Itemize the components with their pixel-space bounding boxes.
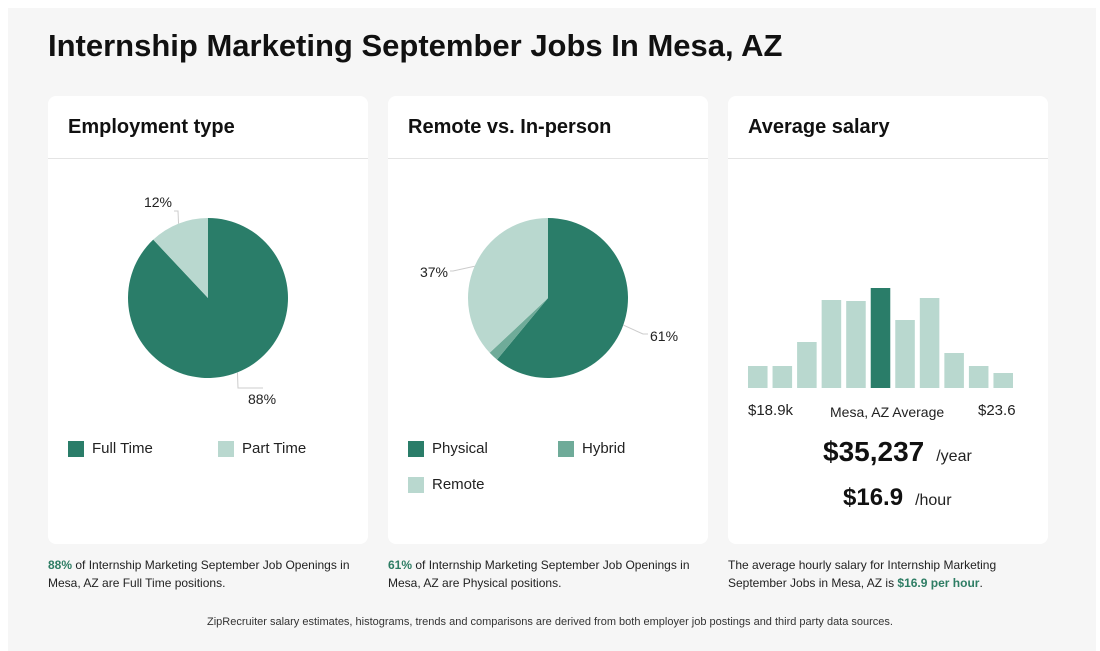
histogram-bar [846, 301, 866, 388]
employment-type-card: Employment type 88% 12% Full Time Part Ti… [48, 96, 368, 544]
salary-caption-end: . [979, 576, 983, 590]
hourly-salary-row: $16.9 /hour [843, 484, 952, 512]
legend-item-physical: Physical [408, 440, 488, 457]
employment-pie-chart: 88% 12% [128, 194, 288, 407]
histogram-max-label: $23.6 [978, 402, 1016, 419]
remote-caption: 61% of Internship Marketing September Jo… [388, 556, 708, 592]
pie-label-leader [174, 210, 180, 224]
histogram-bar [821, 300, 842, 388]
legend-swatch-remote [408, 476, 424, 493]
pie-data-label: 12% [144, 194, 172, 210]
histogram-bar [748, 366, 768, 388]
histogram-average-label: Mesa, AZ Average [830, 404, 945, 420]
salary-caption-text: The average hourly salary for Internship… [728, 558, 997, 590]
card-divider [728, 158, 1048, 159]
hourly-salary-unit: /hour [915, 492, 952, 509]
pie-data-label: 37% [420, 264, 448, 280]
card-divider [48, 158, 368, 159]
remote-caption-text: of Internship Marketing September Job Op… [388, 558, 690, 590]
histogram-bar [993, 373, 1013, 388]
pie-slice-physical [497, 218, 628, 378]
legend-label-remote: Remote [432, 476, 485, 493]
legend-swatch-full-time [68, 440, 84, 457]
legend-item-part-time: Part Time [218, 440, 306, 457]
legend-label-hybrid: Hybrid [582, 440, 626, 457]
legend-swatch-hybrid [558, 440, 574, 457]
histogram-bar [895, 320, 915, 388]
pie-label-leader [450, 265, 475, 272]
legend-label-full-time: Full Time [92, 440, 153, 457]
legend-item-hybrid: Hybrid [558, 440, 625, 457]
employment-caption: 88% of Internship Marketing September Jo… [48, 556, 368, 592]
histogram-bar [968, 366, 989, 388]
employment-type-title: Employment type [68, 116, 235, 138]
yearly-salary-row: $35,237 /year [823, 436, 972, 468]
histogram-bar [772, 366, 793, 388]
remote-caption-pct: 61% [388, 558, 413, 572]
pie-label-leader [623, 324, 648, 335]
yearly-salary-unit: /year [936, 448, 972, 465]
pie-label-leader [236, 372, 263, 389]
salary-title: Average salary [748, 116, 890, 138]
histogram-bar [919, 298, 940, 388]
page-title: Internship Marketing September Jobs In M… [48, 28, 783, 63]
histogram-min-label: $18.9k [748, 402, 794, 419]
salary-card: Average salary $18.9k Mesa, AZ Average $… [728, 96, 1048, 544]
employment-caption-pct: 88% [48, 558, 73, 572]
legend-item-full-time: Full Time [68, 440, 153, 457]
legend-swatch-physical [408, 440, 424, 457]
yearly-salary-value: $35,237 [823, 436, 925, 467]
pie-slice-hybrid [489, 298, 548, 360]
card-divider [388, 158, 708, 159]
employment-caption-text: of Internship Marketing September Job Op… [48, 558, 350, 590]
pie-data-label: 88% [248, 391, 276, 407]
histogram-bar [797, 342, 817, 388]
remote-pie-chart: 61% 37% [420, 218, 678, 378]
pie-slice-part-time [153, 218, 208, 298]
salary-caption: The average hourly salary for Internship… [728, 556, 1028, 592]
hourly-salary-value: $16.9 [843, 484, 904, 511]
remote-card: Remote vs. In-person 61% 37% Physical Hyb… [388, 96, 708, 544]
footer-note: ZipRecruiter salary estimates, histogram… [207, 616, 893, 628]
remote-title: Remote vs. In-person [408, 116, 612, 138]
legend-swatch-part-time [218, 440, 234, 457]
salary-histogram [748, 288, 1013, 388]
pie-data-label: 61% [650, 328, 678, 344]
pie-slice-remote [468, 218, 548, 353]
histogram-bar [944, 353, 964, 388]
histogram-bar-average [870, 288, 891, 388]
legend-item-remote: Remote [408, 476, 485, 493]
legend-label-part-time: Part Time [242, 440, 307, 457]
salary-caption-highlight: $16.9 per hour [897, 576, 980, 590]
legend-label-physical: Physical [432, 440, 488, 457]
